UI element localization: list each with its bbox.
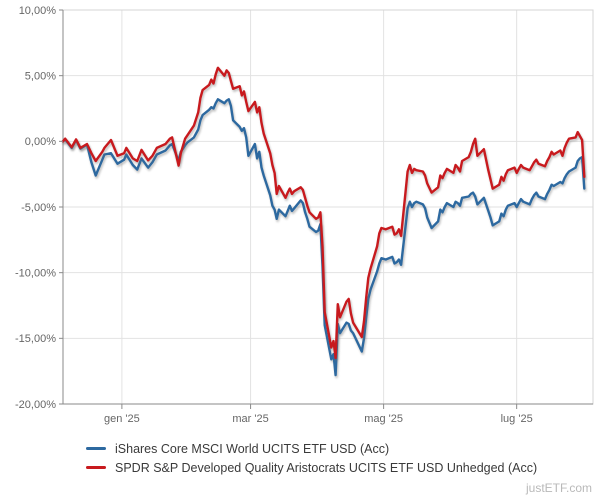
y-axis-tick-label: -15,00% [15, 333, 56, 345]
y-axis-tick-label: -5,00% [21, 202, 56, 214]
y-axis-tick-label: 5,00% [25, 71, 56, 83]
chart-legend: iShares Core MSCI World UCITS ETF USD (A… [86, 439, 537, 477]
legend-item-ishares-msci-world[interactable]: iShares Core MSCI World UCITS ETF USD (A… [86, 439, 537, 458]
legend-label-ishares-msci-world: iShares Core MSCI World UCITS ETF USD (A… [115, 441, 390, 456]
x-axis-tick-label: gen '25 [104, 413, 140, 425]
series-line-spdr [61, 66, 586, 360]
x-axis-tick-label: lug '25 [501, 413, 533, 425]
legend-item-spdr-quality-aristocrats[interactable]: SPDR S&P Developed Quality Aristocrats U… [86, 458, 537, 477]
series-line-ishares [61, 98, 586, 377]
y-axis-tick-label: 0,00% [25, 136, 56, 148]
legend-marker-red-line-icon [86, 466, 106, 469]
legend-marker-blue-line-icon [86, 447, 106, 450]
y-axis-tick-label: -20,00% [15, 399, 56, 411]
justetf-watermark: justETF.com [525, 481, 592, 495]
y-axis-tick-label: 10,00% [19, 5, 57, 17]
legend-label-spdr-quality-aristocrats: SPDR S&P Developed Quality Aristocrats U… [115, 460, 538, 475]
y-axis-tick-label: -10,00% [15, 268, 56, 280]
performance-chart: 10,00% 5,00% 0,00% -5,00% -10,00% -15,00% -20,… [15, 5, 594, 425]
x-axis-tick-label: mar '25 [232, 413, 268, 425]
x-axis-tick-label: mag '25 [364, 413, 403, 425]
